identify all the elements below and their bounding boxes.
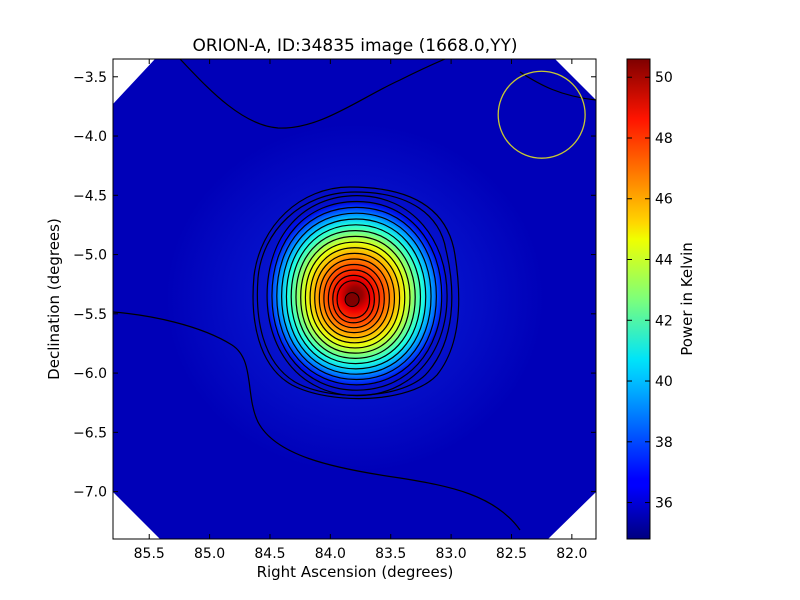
contour-line [300, 235, 411, 359]
x-tick-label: 83.5 [375, 546, 406, 562]
colorbar: 36 38 40 42 44 46 48 50 Power in Kelvin [626, 58, 696, 540]
colorbar-ticks: 36 38 40 42 44 46 48 50 [627, 70, 673, 512]
contour-line [295, 229, 416, 365]
x-tick-label: 82.0 [556, 546, 587, 562]
contour-line [323, 263, 385, 334]
contour-line [285, 218, 427, 375]
x-tick-label: 83.0 [436, 546, 467, 562]
colorbar-tick-label: 44 [655, 253, 673, 269]
colorbar-tick-label: 40 [655, 374, 673, 390]
x-tick-label: 84.5 [254, 546, 285, 562]
contour-lines [113, 59, 596, 531]
x-axis-ticks: 85.5 85.0 84.5 84.0 83.5 83.0 82.5 82.0 [134, 59, 587, 562]
contour-line [276, 206, 437, 386]
x-tick-label: 85.5 [134, 546, 165, 562]
y-tick-label: −4.5 [73, 188, 107, 204]
x-tick-label: 85.0 [194, 546, 225, 562]
chart-title: ORION-A, ID:34835 image (1668.0,YY) [192, 36, 517, 56]
x-tick-label: 84.0 [315, 546, 346, 562]
contour-line [309, 247, 401, 349]
colorbar-label: Power in Kelvin [678, 242, 696, 356]
contour-line [332, 274, 375, 324]
contour-line [336, 280, 371, 319]
contour-line [304, 241, 406, 354]
y-axis-label: Declination (degrees) [45, 218, 63, 380]
plot-frame [112, 58, 597, 540]
contour-line [271, 200, 443, 391]
x-tick-label: 82.5 [496, 546, 527, 562]
contour-line [314, 252, 396, 344]
y-tick-label: −5.5 [73, 307, 107, 323]
colorbar-tick-label: 42 [655, 313, 673, 329]
contour-line [281, 212, 432, 381]
contour-line [113, 311, 521, 531]
contour-line [318, 258, 390, 339]
colorbar-tick-label: 50 [655, 70, 673, 86]
x-axis-label: Right Ascension (degrees) [257, 563, 454, 581]
contour-line [252, 186, 460, 400]
contour-line [179, 59, 446, 129]
colorbar-tick-label: 48 [655, 131, 673, 147]
contour-line [290, 224, 422, 370]
plot-area: 85.5 85.0 84.5 84.0 83.5 83.0 82.5 82.0 −3.5 −4.… [73, 58, 597, 562]
contour-line [256, 191, 453, 396]
y-tick-label: −5.0 [73, 248, 107, 264]
peak-marker [344, 292, 360, 308]
y-tick-label: −7.0 [73, 485, 107, 501]
y-tick-label: −6.0 [73, 366, 107, 382]
contour-line [327, 269, 380, 329]
contour-line [519, 71, 596, 101]
y-tick-label: −3.5 [73, 70, 107, 86]
y-axis-ticks: −3.5 −4.0 −4.5 −5.0 −5.5 −6.0 −6.5 −7.0 [73, 70, 596, 501]
colorbar-tick-label: 38 [655, 435, 673, 451]
y-tick-label: −4.0 [73, 129, 107, 145]
y-tick-label: −6.5 [73, 425, 107, 441]
beam-circle [497, 70, 586, 159]
colorbar-tick-label: 46 [655, 192, 673, 208]
colorbar-gradient [626, 58, 651, 540]
colorbar-tick-label: 36 [655, 496, 673, 512]
